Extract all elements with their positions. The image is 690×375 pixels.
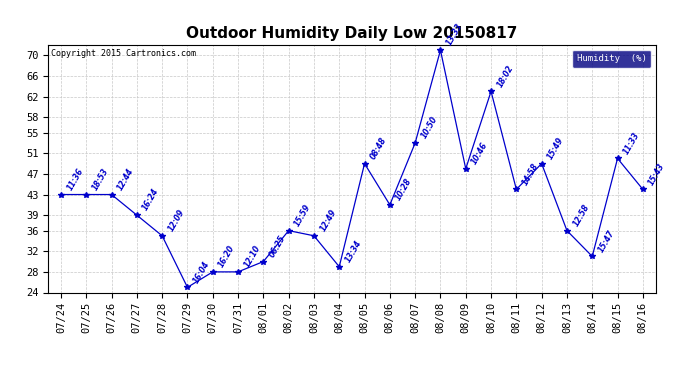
Text: 12:09: 12:09 <box>166 208 186 233</box>
Text: 15:59: 15:59 <box>293 202 313 228</box>
Text: 15:47: 15:47 <box>596 228 616 254</box>
Text: 11:36: 11:36 <box>65 166 85 192</box>
Text: 12:49: 12:49 <box>318 208 338 233</box>
Text: 13:34: 13:34 <box>344 238 363 264</box>
Text: 12:58: 12:58 <box>571 202 591 228</box>
Text: 18:53: 18:53 <box>90 166 110 192</box>
Text: 12:44: 12:44 <box>116 166 135 192</box>
Text: 14:58: 14:58 <box>520 161 540 187</box>
Title: Outdoor Humidity Daily Low 20150817: Outdoor Humidity Daily Low 20150817 <box>186 26 518 41</box>
Text: 13:33: 13:33 <box>444 22 464 47</box>
Text: 15:43: 15:43 <box>647 161 667 187</box>
Text: 10:46: 10:46 <box>470 141 490 166</box>
Text: Copyright 2015 Cartronics.com: Copyright 2015 Cartronics.com <box>51 49 197 58</box>
Text: 11:33: 11:33 <box>622 130 642 156</box>
Text: 18:02: 18:02 <box>495 63 515 88</box>
Text: 08:48: 08:48 <box>368 135 388 161</box>
Text: 16:04: 16:04 <box>192 259 211 285</box>
Text: 10:50: 10:50 <box>420 115 439 140</box>
Legend: Humidity  (%): Humidity (%) <box>572 50 651 68</box>
Text: 12:10: 12:10 <box>242 244 262 269</box>
Text: 16:24: 16:24 <box>141 187 161 212</box>
Text: 15:49: 15:49 <box>546 135 566 161</box>
Text: 10:28: 10:28 <box>394 177 414 202</box>
Text: 16:20: 16:20 <box>217 244 237 269</box>
Text: 06:25: 06:25 <box>268 234 287 259</box>
